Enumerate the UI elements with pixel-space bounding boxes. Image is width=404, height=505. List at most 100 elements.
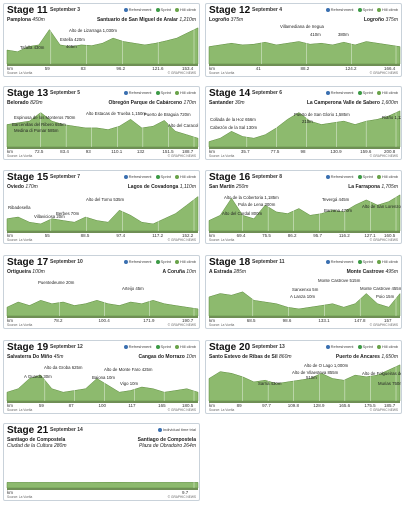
ground-strip <box>7 316 198 318</box>
start-altitude: 285m <box>233 269 247 275</box>
elevation-area <box>6 482 199 489</box>
legend-refreshment-label: Refreshment <box>128 259 152 264</box>
km-unit: km <box>209 318 215 323</box>
finish-town: Monte Castrove 495m <box>347 269 398 275</box>
km-unit: km <box>209 403 215 408</box>
sprint-icon <box>155 7 160 12</box>
waypoint-label: Estella 420m <box>60 37 85 42</box>
stage-title: Stage 13 <box>7 88 49 99</box>
legend-refreshment: Refreshment <box>325 7 354 12</box>
elevation-profile <box>6 195 199 233</box>
source-note: Source: La Vuelta <box>7 408 33 412</box>
legend-hill: Hill climb <box>377 7 398 12</box>
legend: Refreshment Sprint Hill climb <box>325 90 398 95</box>
km-value: 117.2 <box>152 233 164 238</box>
km-value: 117 <box>128 403 136 408</box>
stage-title: Stage 18 <box>209 257 251 268</box>
waypoint-label: Ribadesella <box>8 205 31 210</box>
km-unit: km <box>7 490 13 495</box>
legend-refreshment: Refreshment <box>123 90 152 95</box>
waypoint-label: 210m <box>302 119 313 124</box>
waypoint-label: Arteijo 45m <box>122 286 144 291</box>
finish-town: Cangas do Morrazo 10m <box>138 354 196 360</box>
elevation-profile <box>6 365 199 403</box>
refreshment-icon <box>325 174 330 179</box>
legend-refreshment-label: Refreshment <box>330 7 354 12</box>
km-value: 35.7 <box>240 149 250 154</box>
waypoint-label: Barcenillas del Ribero 655m <box>12 122 66 127</box>
legend-hill: Hill climb <box>377 259 398 264</box>
km-value: 132 <box>136 149 145 154</box>
start-name: Salvaterra Do Miño <box>7 354 53 360</box>
legend-sprint-label: Sprint <box>160 90 171 95</box>
source-note: Source: La Vuelta <box>209 238 235 242</box>
start-altitude: 30m <box>234 100 245 106</box>
km-unit: km <box>7 318 13 323</box>
elevation-area <box>6 300 199 317</box>
finish-name: Cangas do Morrazo <box>138 354 185 360</box>
km-value: 165 <box>158 403 166 408</box>
credit-note: © GRAPHIC NEWS <box>369 408 398 412</box>
waypoint-label: Puentedeume 20m <box>38 280 75 285</box>
hill-icon <box>175 7 179 12</box>
waypoint-label: 380m <box>338 32 349 37</box>
stage-date: September 14 <box>50 427 83 433</box>
legend-hill-label: Hill climb <box>180 344 196 349</box>
km-value: 83.4 <box>60 149 69 154</box>
km-value: 59 <box>44 66 50 71</box>
legend-sprint-label: Sprint <box>362 90 373 95</box>
refreshment-icon <box>325 259 330 264</box>
km-value: 166.4 <box>384 66 396 71</box>
legend-sprint: Sprint <box>155 259 171 264</box>
elevation-profile <box>6 280 199 318</box>
stage-panel-11: Stage 11 September 3 Refreshment Sprint Hill… <box>3 3 200 77</box>
km-value: 72.5 <box>34 149 44 154</box>
refreshment-icon <box>325 344 330 349</box>
waypoint-label: Baiona 10m <box>92 375 115 380</box>
sprint-icon <box>155 90 160 95</box>
stage-date: September 5 <box>50 90 81 96</box>
km-value: 59 <box>38 403 44 408</box>
stage-panel-17: Stage 17 September 10 Refreshment Sprint Hil… <box>3 255 200 329</box>
elevation-area <box>208 291 401 317</box>
km-value: 127.1 <box>364 233 376 238</box>
stage-panel-14: Stage 14 September 6 Refreshment Sprint Hill… <box>205 86 402 160</box>
refreshment-icon <box>123 174 128 179</box>
elevation-profile <box>208 110 401 149</box>
finish-altitude: 495m <box>385 269 398 275</box>
waypoint-label: Alto de San Lorenzo 1,347m <box>362 204 401 209</box>
legend-hill-label: Hill climb <box>180 174 196 179</box>
credit-note: © GRAPHIC NEWS <box>167 154 196 158</box>
finish-altitude: 1,600m <box>381 100 398 106</box>
elevation-profile <box>208 364 401 403</box>
elevation-area <box>208 364 401 402</box>
waypoint-label: Espinosa de los Monteros 750m <box>14 115 76 120</box>
km-value: 69.4 <box>236 233 246 238</box>
waypoint-label: Tevergá 445m <box>322 197 350 202</box>
finish-town: Puerto de Ancares 1,650m <box>336 354 398 360</box>
hill-icon <box>377 90 381 95</box>
finish-name: Lagos de Covadonga <box>127 184 179 190</box>
source-note: Source: La Vuelta <box>7 323 33 327</box>
legend-sprint: Sprint <box>357 174 373 179</box>
km-unit: km <box>209 233 215 238</box>
km-value: 200.8 <box>384 149 396 154</box>
stage-title: Stage 17 <box>7 257 49 268</box>
credit-note: © GRAPHIC NEWS <box>369 71 398 75</box>
legend-hill-label: Hill climb <box>382 174 398 179</box>
waypoint-label: 405m <box>66 44 77 49</box>
stage-panel-16: Stage 16 September 8 Refreshment Sprint Hill… <box>205 170 402 244</box>
ground-strip <box>209 316 400 318</box>
start-altitude: 860m <box>279 354 292 360</box>
stage-panel-19: Stage 19 September 12 Refreshment Sprint Hil… <box>3 340 200 414</box>
start-name: Santander <box>209 100 234 106</box>
legend-refreshment-label: Refreshment <box>330 174 354 179</box>
stage-title: Stage 19 <box>7 342 49 353</box>
finish-altitude: 1,650m <box>381 354 398 360</box>
start-name: Belorado <box>7 100 29 106</box>
start-town: Oviedo 170m <box>7 184 38 190</box>
stage-panel-13: Stage 13 September 5 Refreshment Sprint Hill… <box>3 86 200 160</box>
km-value: 77.5 <box>270 149 280 154</box>
stage-date: September 4 <box>252 7 283 13</box>
legend-sprint: Sprint <box>155 344 171 349</box>
